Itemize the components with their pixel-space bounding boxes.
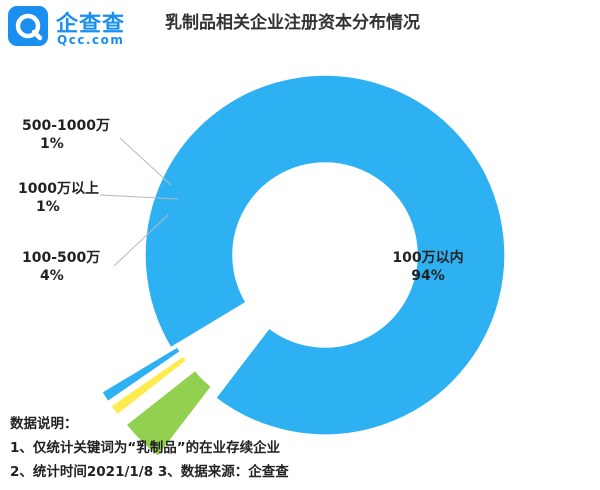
slice-percent-500-1000: 1% [40, 136, 64, 152]
slice-label-100-500: 100-500万 [22, 250, 100, 266]
slice-percent-100-500: 4% [40, 268, 64, 284]
logo-domain: Qcc.com [57, 33, 125, 47]
notes-line-2: 2、统计时间2021/1/8 3、数据来源：企查查 [10, 464, 289, 480]
notes-line-1: 1、仅统计关键词为“乳制品”的在业存续企业 [10, 440, 281, 456]
slice-label-1000: 1000万以上 [18, 181, 99, 197]
logo-name: 企查查 [56, 12, 126, 37]
chart-title: 乳制品相关企业注册资本分布情况 [165, 13, 420, 33]
leader-line-500-1000 [119, 137, 172, 186]
logo: 企查查 Qcc.com [8, 6, 138, 52]
slice-percent-1000: 1% [36, 199, 60, 215]
slice-percent-100: 94% [411, 268, 445, 284]
donut-slice-500-1000 [100, 345, 182, 403]
donut-slice-1000 [109, 354, 188, 417]
donut-slice-100-500 [124, 369, 213, 458]
notes-heading: 数据说明： [10, 416, 78, 432]
data-notes: 数据说明： 1、仅统计关键词为“乳制品”的在业存续企业 2、统计时间2021/1… [10, 412, 289, 484]
donut-slice-100 [144, 74, 506, 436]
slice-label-100: 100万以内 [392, 249, 463, 266]
leader-line-1000 [99, 194, 179, 200]
slice-label-500-1000: 500-1000万 [22, 118, 110, 134]
qcc-logo-icon [8, 6, 48, 46]
leader-line-100-500 [113, 214, 169, 267]
